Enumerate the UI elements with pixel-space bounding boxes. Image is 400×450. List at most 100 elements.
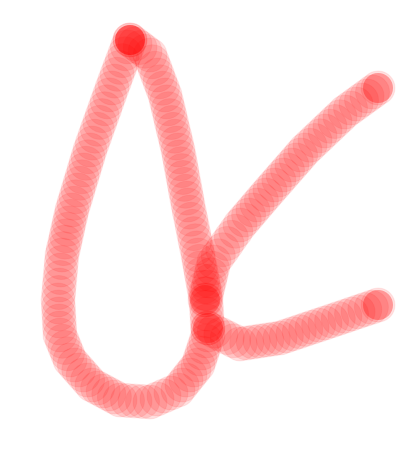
brush-dab — [53, 198, 89, 234]
brush-dab — [239, 187, 275, 223]
brush-dab — [333, 90, 368, 126]
brush-dab — [51, 205, 87, 241]
brush-dab — [96, 379, 132, 415]
brush-dab — [137, 50, 173, 86]
brush-dab — [45, 231, 81, 267]
brush-dab — [50, 336, 85, 372]
brush-dab — [268, 318, 304, 354]
brush-dab — [60, 172, 96, 208]
brush-dab — [229, 325, 265, 361]
brush-dab — [41, 275, 77, 310]
brush-dab — [109, 29, 145, 65]
brush-dab — [184, 335, 220, 371]
brush-dab — [320, 301, 356, 336]
brush-dab — [47, 224, 83, 260]
brush-dab — [104, 43, 140, 79]
brush-dab — [218, 213, 254, 249]
brush-dab — [344, 82, 379, 118]
brush-dab — [327, 94, 363, 130]
brush-end-dab — [193, 313, 223, 343]
brush-dab — [42, 317, 78, 353]
brush-dab — [91, 376, 127, 412]
brush-dab — [338, 86, 374, 122]
brush-dab — [360, 287, 396, 323]
brush-dab — [161, 139, 197, 175]
tall-loop-stroke — [40, 22, 226, 420]
brush-dab — [205, 232, 241, 268]
brush-dab — [145, 70, 180, 106]
brush-dab — [74, 367, 110, 403]
brush-dab — [160, 372, 196, 408]
brush-dab — [188, 323, 224, 359]
brush-dab — [85, 373, 121, 409]
brush-dab — [122, 30, 158, 65]
brush-dab — [112, 22, 148, 58]
brush-dab — [180, 347, 216, 383]
brush-dab — [190, 310, 226, 346]
brush-dab — [226, 202, 262, 238]
brush-end-dab — [363, 290, 393, 320]
brush-dab — [181, 243, 217, 279]
brush-dab — [222, 326, 258, 362]
brush-dab — [107, 36, 143, 72]
brush-dab — [72, 132, 108, 168]
brush-dab — [186, 329, 222, 365]
brush-dab — [216, 323, 252, 359]
brush-dab — [140, 57, 175, 93]
brush-dab — [50, 211, 86, 247]
brush-dab — [355, 74, 390, 110]
brush-dab — [168, 362, 204, 398]
brush-dab — [164, 153, 200, 189]
brush-end-dab — [363, 73, 393, 103]
brush-dab — [94, 70, 130, 106]
brush-dab — [195, 250, 230, 286]
brush-dab — [281, 314, 317, 350]
brush-dab — [297, 123, 333, 158]
brush-dab — [353, 289, 389, 325]
brush-end-dab — [190, 285, 220, 315]
brush-dab — [292, 127, 328, 163]
brush-dab — [125, 384, 160, 419]
brush-dab — [334, 296, 369, 332]
brush-dab — [89, 84, 125, 120]
brush-dab — [62, 165, 98, 201]
brush-dab — [82, 104, 118, 140]
brush-dab — [41, 267, 77, 303]
brush-end-dab — [115, 25, 145, 55]
brush-dab — [243, 182, 279, 218]
brush-dab — [283, 137, 319, 173]
brush-dab — [190, 310, 226, 346]
brush-dab — [174, 208, 210, 244]
brush-dab — [42, 310, 78, 346]
brush-dab — [172, 357, 208, 393]
brush-end-dab — [115, 25, 145, 55]
brush-dab — [179, 230, 215, 266]
brush-dab — [110, 383, 145, 418]
brush-dab — [248, 177, 284, 213]
brush-end-dab — [193, 313, 223, 343]
brush-dab — [187, 282, 223, 318]
brush-dab — [48, 218, 84, 254]
brush-dab — [166, 166, 202, 202]
brush-dab — [65, 357, 101, 393]
brush-dab — [149, 84, 185, 120]
brush-dab — [70, 139, 106, 175]
diagonal-stroke — [187, 70, 396, 318]
brush-dab — [288, 311, 324, 347]
brush-dab — [294, 309, 330, 345]
brush-dab — [255, 321, 291, 357]
brush-dab — [169, 180, 205, 216]
brush-dab — [155, 111, 191, 147]
brush-dab — [56, 347, 92, 383]
brush-dab — [160, 132, 196, 168]
brush-end-dab — [115, 25, 145, 55]
brush-dab — [40, 282, 76, 318]
horizontal-stroke — [190, 287, 396, 362]
brush-dab — [150, 91, 186, 127]
brush-dab — [44, 237, 80, 273]
brush-dab — [68, 145, 104, 181]
brush-dab — [278, 142, 314, 178]
brush-dab — [70, 362, 106, 398]
brush-dab — [265, 157, 301, 193]
